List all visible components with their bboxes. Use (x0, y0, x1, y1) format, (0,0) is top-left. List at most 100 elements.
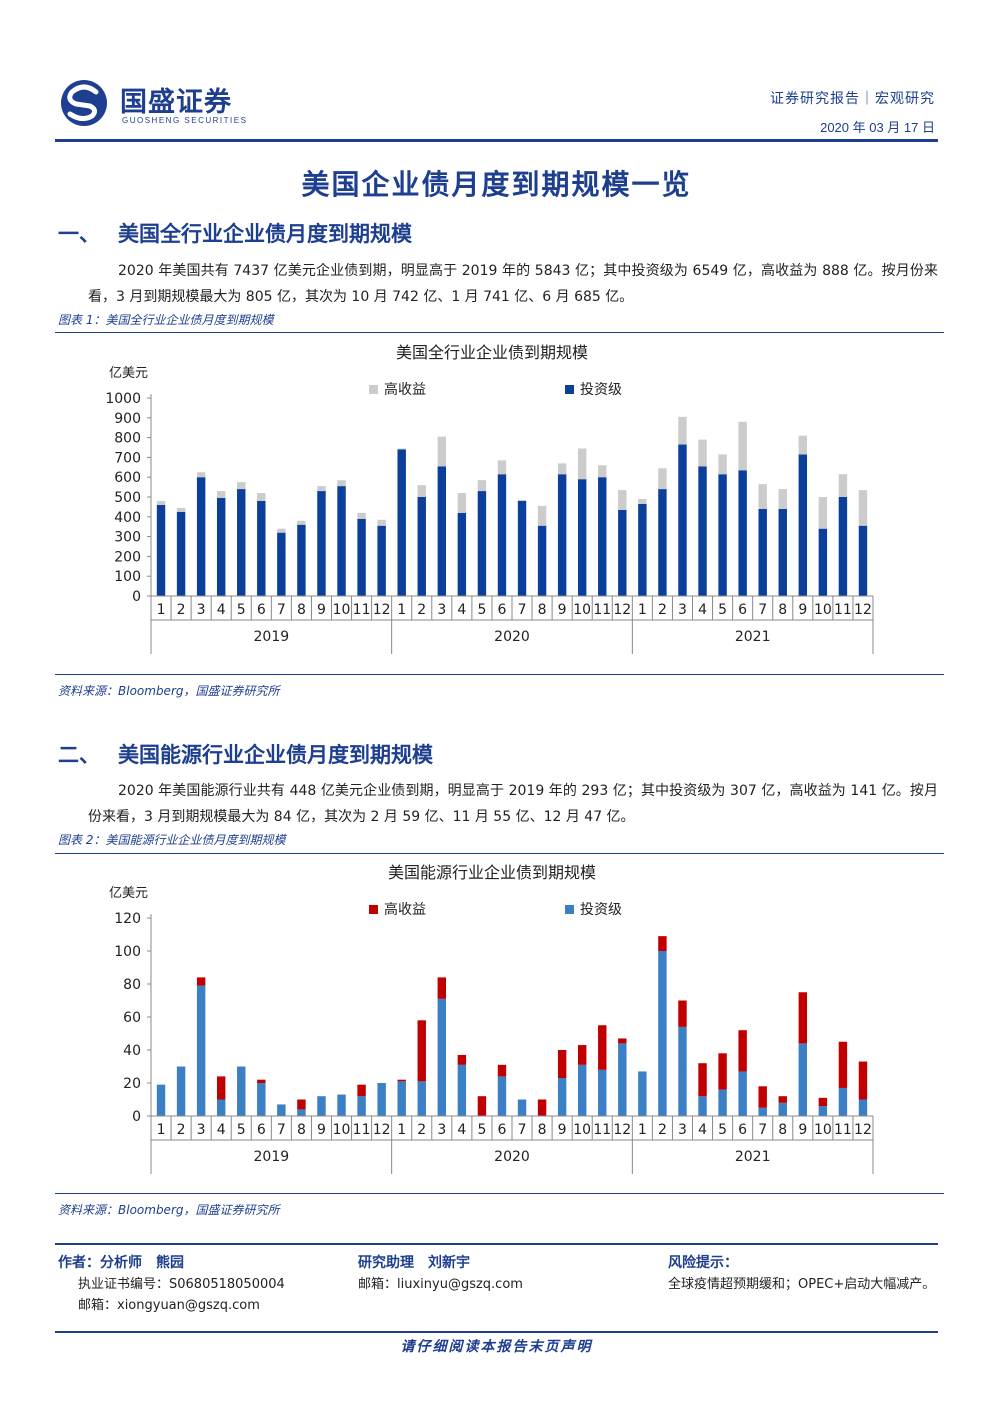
y-tick-label: 300 (114, 530, 141, 546)
bar-segment-investment-grade (818, 528, 828, 596)
bar-segment-high-yield (598, 465, 607, 478)
bar-segment-high-yield (537, 1099, 547, 1116)
x-tick-label: 11 (593, 602, 611, 618)
bar-segment-investment-grade (457, 1064, 467, 1116)
legend-label: 投资级 (580, 382, 622, 398)
bar-segment-investment-grade (678, 1026, 687, 1116)
x-group-label: 2020 (494, 629, 530, 645)
bar-segment-high-yield (798, 992, 808, 1044)
bar-segment-high-yield (698, 439, 707, 467)
bar-segment-investment-grade (598, 477, 607, 596)
legend-swatch (369, 385, 378, 394)
bar-segment-high-yield (196, 977, 206, 986)
bar-segment-investment-grade (778, 508, 787, 596)
bar-segment-investment-grade (758, 508, 767, 596)
report-date: 2020 年 03 月 17 日 (820, 120, 935, 135)
bar-segment-investment-grade (216, 1099, 226, 1116)
assistant-email: 邮箱：liuxinyu@gszq.com (358, 1277, 523, 1292)
bar-segment-high-yield (758, 484, 767, 509)
x-tick-label: 9 (558, 1122, 567, 1138)
figure-2-bottom-rule (55, 1193, 944, 1194)
bar-segment-high-yield (818, 1097, 828, 1107)
y-tick-label: 800 (114, 431, 141, 447)
bar-segment-investment-grade (337, 1094, 346, 1116)
footer-bottom-divider (55, 1331, 938, 1333)
x-tick-label: 7 (518, 1122, 527, 1138)
bar-segment-high-yield (658, 468, 667, 490)
bar-segment-investment-grade (577, 1064, 587, 1116)
x-group-label: 2020 (494, 1149, 530, 1165)
x-tick-label: 9 (558, 602, 567, 618)
x-tick-label: 5 (237, 1122, 246, 1138)
x-tick-label: 4 (698, 602, 707, 618)
x-tick-label: 10 (814, 1122, 832, 1138)
x-tick-label: 3 (437, 602, 446, 618)
x-tick-label: 8 (778, 602, 787, 618)
x-tick-label: 8 (297, 1122, 306, 1138)
bar-segment-investment-grade (337, 486, 346, 596)
bar-segment-high-yield (237, 482, 246, 490)
bar-segment-high-yield (357, 512, 366, 519)
bar-segment-investment-grade (277, 1104, 286, 1116)
bar-segment-high-yield (557, 1050, 567, 1079)
x-tick-label: 2 (658, 1122, 667, 1138)
x-tick-label: 6 (257, 602, 266, 618)
x-tick-label: 5 (718, 602, 727, 618)
x-tick-label: 5 (477, 1122, 486, 1138)
x-tick-label: 10 (573, 1122, 591, 1138)
y-tick-label: 900 (114, 411, 141, 427)
bar-segment-high-yield (397, 448, 406, 450)
y-tick-label: 100 (114, 944, 141, 960)
x-tick-label: 2 (177, 602, 186, 618)
x-tick-label: 3 (678, 602, 687, 618)
bar-segment-investment-grade (818, 1106, 828, 1116)
section-1-paragraph: 2020 年美国共有 7437 亿美元企业债到期，明显高于 2019 年的 58… (88, 258, 938, 310)
bar-segment-investment-grade (497, 474, 507, 596)
bar-segment-high-yield (337, 480, 346, 487)
bar-segment-high-yield (638, 498, 647, 504)
bar-segment-investment-grade (638, 1071, 647, 1116)
x-tick-label: 6 (738, 1122, 747, 1138)
chart-title: 美国能源行业企业债到期规模 (388, 863, 596, 882)
footer-assistant: 研究助理 刘新宇 邮箱：liuxinyu@gszq.com (358, 1253, 523, 1295)
x-tick-label: 1 (157, 1122, 166, 1138)
x-tick-label: 5 (718, 1122, 727, 1138)
bar-segment-investment-grade (738, 1071, 747, 1116)
y-tick-label: 100 (114, 569, 141, 585)
bar-segment-high-yield (457, 493, 467, 513)
bar-segment-high-yield (818, 497, 828, 529)
bar-segment-high-yield (257, 1079, 266, 1083)
bar-segment-high-yield (557, 463, 567, 475)
x-tick-label: 12 (854, 1122, 872, 1138)
bar-segment-high-yield (718, 454, 727, 475)
bar-segment-investment-grade (638, 503, 647, 596)
bar-segment-high-yield (377, 519, 386, 526)
figure-1-source: 资料来源：Bloomberg，国盛证券研究所 (58, 684, 280, 698)
figure-1-label: 图表 1：美国全行业企业债月度到期规模 (58, 313, 274, 327)
bar-segment-investment-grade (517, 500, 527, 596)
x-tick-label: 12 (373, 602, 391, 618)
bar-segment-high-yield (537, 505, 547, 526)
bar-segment-investment-grade (798, 454, 808, 596)
bar-segment-investment-grade (537, 525, 547, 596)
x-tick-label: 2 (658, 602, 667, 618)
bar-segment-investment-grade (437, 466, 447, 596)
x-tick-label: 9 (798, 602, 807, 618)
risk-text: 全球疫情超预期缓和；OPEC+启动大幅减产。 (668, 1277, 936, 1292)
y-tick-label: 400 (114, 510, 141, 526)
bar-segment-investment-grade (798, 1043, 808, 1116)
section-1-number: 一、 (58, 222, 100, 246)
y-tick-label: 1000 (105, 391, 141, 407)
x-tick-label: 3 (197, 1122, 206, 1138)
footer-risk: 风险提示： 全球疫情超预期缓和；OPEC+启动大幅减产。 (668, 1253, 935, 1295)
bar-segment-investment-grade (437, 998, 447, 1116)
bar-segment-high-yield (678, 1000, 687, 1027)
y-tick-label: 60 (123, 1010, 141, 1026)
bar-segment-investment-grade (397, 449, 406, 596)
footer-top-divider (55, 1243, 938, 1245)
x-tick-label: 6 (738, 602, 747, 618)
figure-2-label: 图表 2：美国能源行业企业债月度到期规模 (58, 833, 286, 847)
bar-segment-high-yield (277, 528, 286, 533)
x-tick-label: 2 (417, 1122, 426, 1138)
bar-segment-investment-grade (557, 474, 567, 596)
